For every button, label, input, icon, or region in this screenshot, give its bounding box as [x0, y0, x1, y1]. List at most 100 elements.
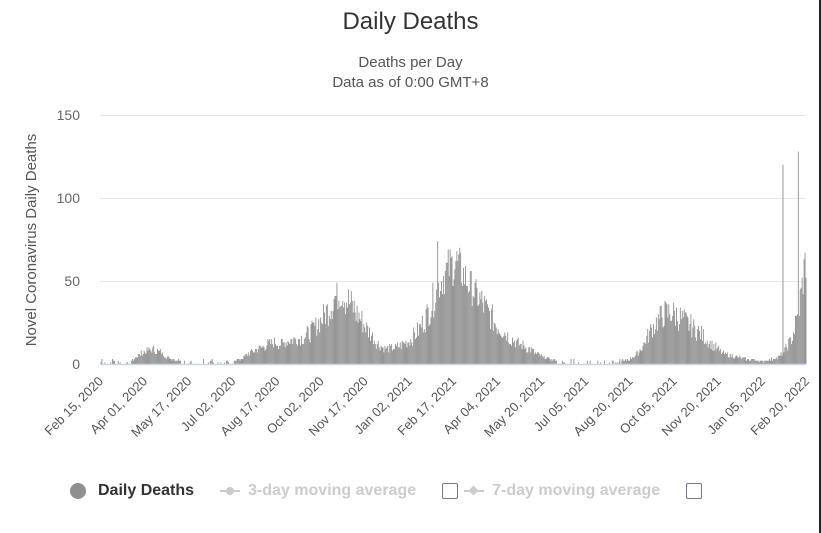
- bar[interactable]: [262, 345, 264, 364]
- bar[interactable]: [804, 252, 806, 364]
- bar[interactable]: [418, 324, 420, 364]
- bar[interactable]: [289, 344, 291, 364]
- bar[interactable]: [325, 305, 327, 364]
- bar[interactable]: [372, 344, 374, 364]
- bar[interactable]: [157, 349, 158, 364]
- bar[interactable]: [659, 305, 661, 364]
- bar[interactable]: [164, 357, 166, 364]
- bar[interactable]: [718, 345, 720, 364]
- bar[interactable]: [149, 349, 151, 364]
- bar[interactable]: [265, 349, 267, 364]
- bar[interactable]: [382, 347, 384, 364]
- bar[interactable]: [210, 360, 212, 364]
- bar[interactable]: [258, 345, 260, 364]
- bar[interactable]: [763, 362, 765, 364]
- bar[interactable]: [287, 340, 289, 364]
- bar[interactable]: [345, 314, 347, 364]
- bar[interactable]: [404, 344, 406, 364]
- bar[interactable]: [631, 357, 633, 364]
- bar[interactable]: [703, 344, 705, 364]
- bar[interactable]: [398, 347, 400, 364]
- bar[interactable]: [499, 334, 501, 364]
- bar[interactable]: [241, 359, 243, 364]
- bar[interactable]: [170, 359, 172, 364]
- bar[interactable]: [759, 360, 761, 364]
- bar[interactable]: [430, 317, 432, 364]
- bar[interactable]: [408, 342, 410, 364]
- bar[interactable]: [664, 300, 666, 364]
- bar[interactable]: [150, 350, 152, 364]
- bar[interactable]: [511, 345, 512, 364]
- bar[interactable]: [422, 332, 424, 364]
- bar[interactable]: [117, 360, 119, 364]
- bar[interactable]: [758, 362, 760, 364]
- bar[interactable]: [643, 342, 645, 364]
- bar[interactable]: [679, 307, 681, 364]
- bar[interactable]: [298, 339, 300, 364]
- bar[interactable]: [771, 357, 772, 364]
- bar[interactable]: [100, 362, 102, 364]
- bar[interactable]: [143, 350, 145, 364]
- bar[interactable]: [692, 327, 694, 364]
- bar[interactable]: [392, 350, 394, 364]
- bar[interactable]: [224, 362, 226, 364]
- bar[interactable]: [675, 325, 676, 364]
- bar[interactable]: [735, 355, 737, 364]
- bar[interactable]: [250, 350, 252, 364]
- bar[interactable]: [539, 355, 541, 364]
- bar[interactable]: [291, 339, 293, 364]
- bar[interactable]: [782, 164, 784, 364]
- bar[interactable]: [428, 325, 430, 364]
- bar[interactable]: [778, 355, 780, 364]
- bar[interactable]: [762, 360, 764, 364]
- bar[interactable]: [489, 310, 490, 364]
- bar[interactable]: [799, 289, 801, 364]
- bar[interactable]: [654, 329, 656, 364]
- bar[interactable]: [783, 352, 785, 364]
- bar[interactable]: [425, 309, 427, 364]
- bar[interactable]: [417, 322, 418, 365]
- bar[interactable]: [694, 325, 696, 364]
- bar[interactable]: [381, 347, 383, 364]
- bar[interactable]: [628, 360, 629, 364]
- bar[interactable]: [700, 339, 701, 364]
- bar[interactable]: [791, 344, 793, 364]
- bar[interactable]: [309, 342, 311, 364]
- bar[interactable]: [264, 350, 266, 364]
- bar[interactable]: [517, 337, 519, 364]
- bar[interactable]: [706, 340, 708, 364]
- bar[interactable]: [625, 359, 627, 364]
- bar[interactable]: [691, 337, 693, 364]
- bar[interactable]: [211, 359, 213, 364]
- bar[interactable]: [655, 317, 657, 364]
- bar[interactable]: [792, 340, 794, 364]
- bar[interactable]: [476, 287, 478, 364]
- bar[interactable]: [352, 312, 354, 364]
- bar[interactable]: [322, 324, 323, 364]
- bar[interactable]: [516, 339, 518, 364]
- bar[interactable]: [427, 307, 429, 364]
- bar[interactable]: [139, 355, 141, 364]
- bar[interactable]: [720, 349, 722, 364]
- bar[interactable]: [546, 357, 548, 364]
- bar[interactable]: [790, 337, 792, 364]
- bar[interactable]: [405, 340, 407, 364]
- bar[interactable]: [209, 360, 211, 364]
- bar[interactable]: [136, 357, 137, 364]
- bar[interactable]: [483, 312, 485, 364]
- bar[interactable]: [710, 349, 712, 364]
- bar[interactable]: [756, 360, 758, 364]
- bar[interactable]: [689, 324, 691, 364]
- bar[interactable]: [311, 320, 313, 364]
- bar[interactable]: [163, 357, 165, 364]
- bar[interactable]: [774, 359, 776, 364]
- bar[interactable]: [307, 327, 309, 364]
- bar[interactable]: [632, 357, 634, 364]
- bar[interactable]: [281, 339, 283, 364]
- bar[interactable]: [331, 319, 333, 364]
- bar[interactable]: [203, 359, 205, 364]
- bar[interactable]: [769, 359, 770, 364]
- bar[interactable]: [172, 359, 174, 364]
- bar[interactable]: [712, 350, 714, 364]
- bar[interactable]: [455, 261, 457, 364]
